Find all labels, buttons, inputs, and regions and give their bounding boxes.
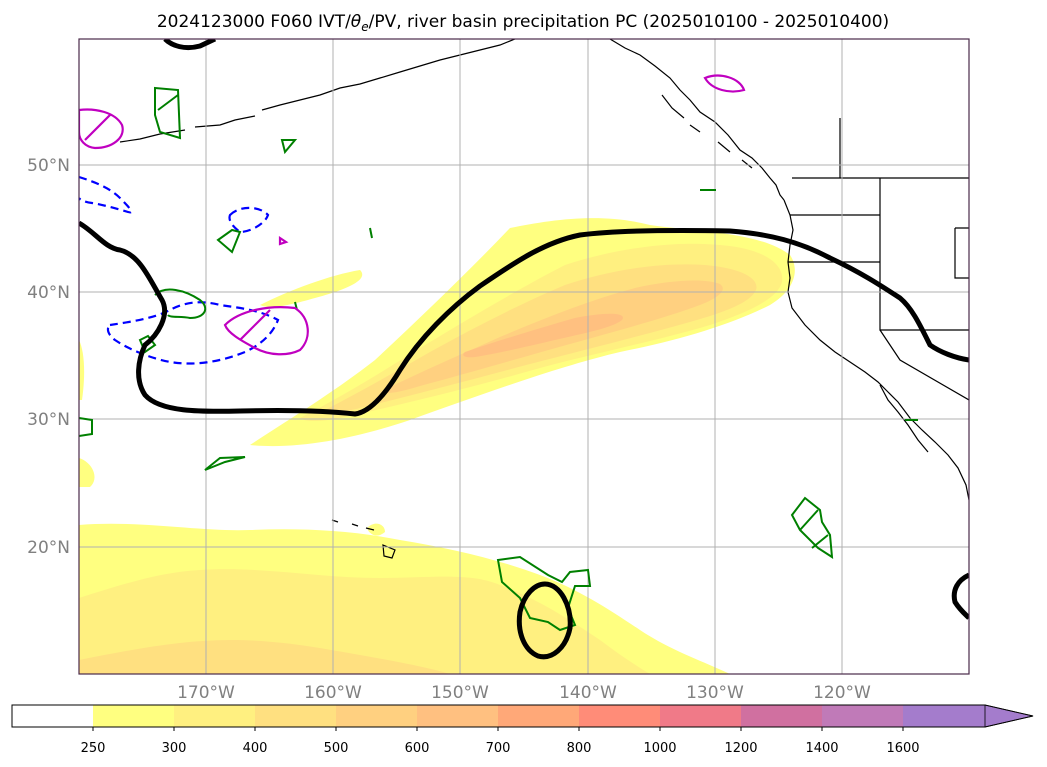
green-contour-2 xyxy=(280,139,298,155)
colorbar-extend-arrow xyxy=(984,704,1034,728)
colorbar-label-250: 250 xyxy=(81,741,106,756)
colorbar-swatch-300 xyxy=(174,705,255,727)
colorbar-label-1400: 1400 xyxy=(805,741,838,756)
colorbar-label-1600: 1600 xyxy=(886,741,919,756)
theta-e-contour-south-loop xyxy=(516,581,573,660)
colorbar-swatch-1200 xyxy=(741,705,822,727)
colorbar-swatch-250 xyxy=(93,705,174,727)
lon-label-150w: 150°W xyxy=(431,683,489,703)
magenta-contour-1 xyxy=(79,108,124,150)
colorbar-swatches xyxy=(12,705,985,727)
colorbar-label-600: 600 xyxy=(405,741,430,756)
lon-label-130w: 130°W xyxy=(686,683,744,703)
title-prefix: 2024123000 F060 IVT/ xyxy=(157,12,351,32)
colorbar-swatch-700 xyxy=(498,705,579,727)
ivt-400-region-south xyxy=(79,640,450,674)
pv-negative-contours xyxy=(79,175,280,365)
colorbar-outline xyxy=(11,704,1034,728)
lat-label-40n: 40°N xyxy=(27,283,70,303)
map-panel xyxy=(78,38,970,675)
theta-e-contour-north xyxy=(163,39,217,51)
theta-e-contours xyxy=(79,39,969,660)
blue-dashed-contour-1 xyxy=(79,175,133,214)
ivt-patch-west-2 xyxy=(79,458,95,487)
ivt-patch-west-3 xyxy=(260,270,363,308)
pv-positive-contours xyxy=(79,86,918,632)
colorbar-swatch-1400 xyxy=(822,705,903,727)
hawaii-islands xyxy=(331,519,396,559)
blue-dashed-contour-3 xyxy=(106,301,280,365)
colorbar-swatch-800 xyxy=(579,705,660,727)
aleutian-islands xyxy=(119,39,516,143)
title-theta: θ xyxy=(351,12,362,32)
green-contour-10 xyxy=(700,189,918,421)
map-frame xyxy=(78,38,970,675)
colorbar-ticks: 250 300 400 500 600 700 800 1000 1200 1400 1600 xyxy=(81,727,920,756)
green-contour-1 xyxy=(154,86,182,140)
ivt-600-region-north xyxy=(463,313,623,358)
colorbar-swatch-1600 xyxy=(903,705,985,727)
theta-e-contour-southeast xyxy=(951,572,969,620)
alaska-bc-islands xyxy=(661,94,753,169)
map-title: 2024123000 F060 IVT/θe/PV, river basin p… xyxy=(157,12,889,34)
graticule xyxy=(79,39,969,674)
colorbar-swatch-400 xyxy=(255,705,336,727)
ivt-patch-hawaii xyxy=(367,523,385,536)
latitude-labels: 50°N 40°N 30°N 20°N xyxy=(27,156,70,558)
ivt-filled-contours xyxy=(79,218,795,674)
magenta-contours xyxy=(79,74,746,356)
colorbar-swatch-600 xyxy=(417,705,498,727)
theta-e-contour-main xyxy=(79,220,969,417)
colorbar-swatch-500 xyxy=(336,705,417,727)
green-contour-8 xyxy=(496,555,592,632)
colorbar: 250 300 400 500 600 700 800 1000 1200 1400 1600 xyxy=(11,704,1034,756)
lon-label-160w: 160°W xyxy=(304,683,362,703)
lon-label-170w: 170°W xyxy=(177,683,235,703)
green-contour-7 xyxy=(204,456,246,471)
title-suffix: /PV, river basin precipitation PC (20250… xyxy=(369,12,890,32)
title-subscript: e xyxy=(361,20,368,34)
magenta-contour-4 xyxy=(278,235,289,246)
green-contour-3 xyxy=(216,228,242,254)
colorbar-label-300: 300 xyxy=(162,741,187,756)
magenta-contour-3 xyxy=(703,74,746,93)
colorbar-label-1200: 1200 xyxy=(724,741,757,756)
magenta-contour-2 xyxy=(223,306,309,356)
lon-label-140w: 140°W xyxy=(559,683,617,703)
lat-label-20n: 20°N xyxy=(27,538,70,558)
blue-dashed-contour-2 xyxy=(228,206,270,234)
lat-label-50n: 50°N xyxy=(27,156,70,176)
longitude-labels: 170°W 160°W 150°W 140°W 130°W 120°W xyxy=(177,683,871,703)
us-west-coastline xyxy=(783,199,969,501)
colorbar-label-1000: 1000 xyxy=(643,741,676,756)
colorbar-label-800: 800 xyxy=(567,741,592,756)
colorbar-swatch-below xyxy=(12,705,93,727)
green-contour-4 xyxy=(154,288,207,320)
colorbar-label-400: 400 xyxy=(243,741,268,756)
lat-label-30n: 30°N xyxy=(27,410,70,430)
lon-label-120w: 120°W xyxy=(813,683,871,703)
green-contour-9 xyxy=(790,496,834,559)
colorbar-label-500: 500 xyxy=(324,741,349,756)
green-contour-6 xyxy=(79,417,93,437)
colorbar-swatch-1000 xyxy=(660,705,741,727)
colorbar-label-700: 700 xyxy=(486,741,511,756)
ivt-patch-west-1 xyxy=(79,340,85,400)
